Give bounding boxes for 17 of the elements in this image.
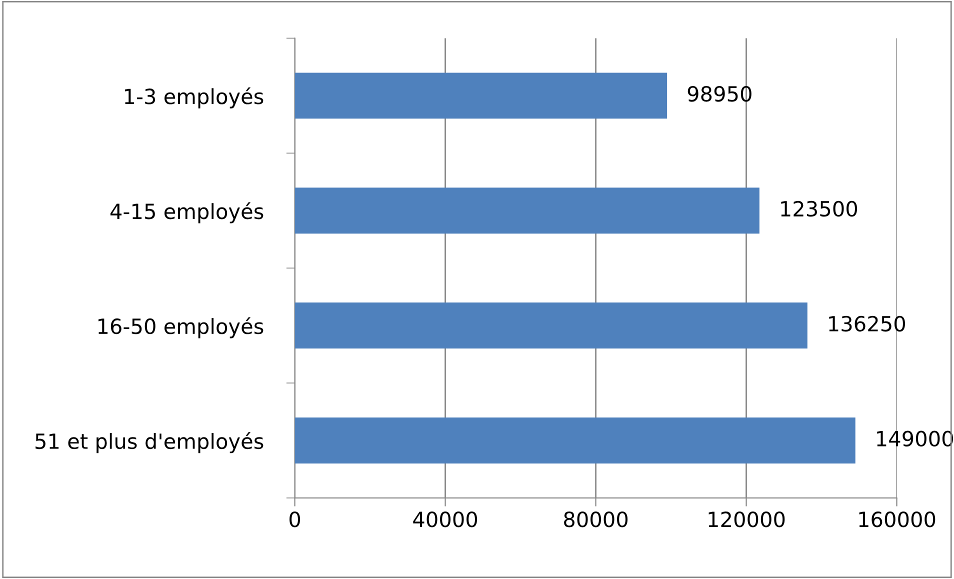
bar <box>294 188 760 234</box>
y-tick-label: 51 et plus d'employés <box>36 432 264 454</box>
x-tick-label: 160000 <box>859 512 936 528</box>
data-label: 98950 <box>688 86 752 102</box>
x-tick-label: 120000 <box>708 512 785 528</box>
bar <box>294 72 668 119</box>
x-tick-label: 40000 <box>413 512 478 528</box>
x-tick-label: 0 <box>290 512 300 528</box>
y-tick-label: 16-50 employés <box>98 317 264 338</box>
data-label: 136250 <box>829 316 905 332</box>
x-tick-label: 80000 <box>564 512 628 528</box>
bar <box>294 417 856 464</box>
y-tick-label: 4-15 employés <box>110 202 264 224</box>
data-label: 149000 <box>877 430 953 447</box>
data-label: 123500 <box>781 200 858 217</box>
bar <box>294 302 808 349</box>
y-tick-label: 1-3 employés <box>124 87 264 108</box>
